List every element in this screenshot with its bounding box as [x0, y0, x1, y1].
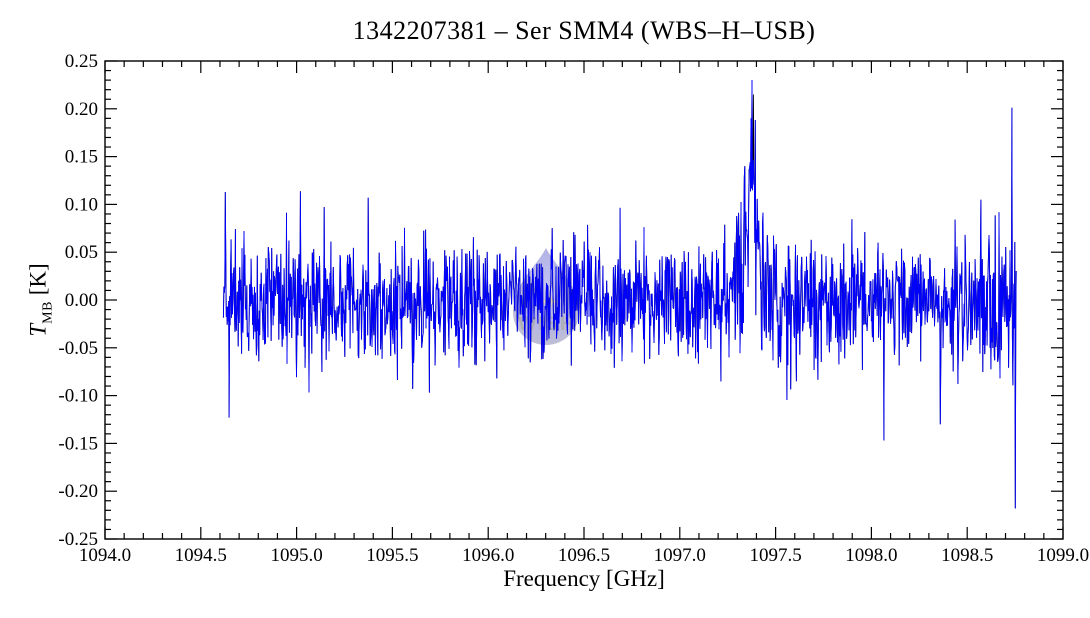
x-tick-label: 1094.5	[175, 545, 227, 566]
y-tick-label: -0.10	[58, 386, 98, 407]
y-tick-label: -0.15	[58, 433, 98, 454]
y-tick-label: -0.05	[58, 338, 98, 359]
y-tick-label: 0.05	[65, 242, 98, 263]
x-tick-label: 1097.5	[749, 545, 801, 566]
x-tick-label: 1097.0	[654, 545, 706, 566]
y-tick-label: 0.00	[65, 290, 98, 311]
x-tick-label: 1095.0	[270, 545, 322, 566]
x-tick-label: 1096.0	[462, 545, 514, 566]
y-tick-label: 0.15	[65, 147, 98, 168]
y-tick-label: -0.25	[58, 529, 98, 550]
x-tick-label: 1096.5	[558, 545, 610, 566]
x-tick-label: 1099.0	[1037, 545, 1089, 566]
chart-title: 1342207381 – Ser SMM4 (WBS–H–USB)	[352, 16, 816, 45]
y-tick-label: -0.20	[58, 481, 98, 502]
y-tick-label: 0.10	[65, 194, 98, 215]
x-tick-label: 1094.0	[79, 545, 131, 566]
x-tick-label: 1095.5	[366, 545, 418, 566]
y-tick-label: 0.25	[65, 51, 98, 72]
x-axis-label: Frequency [GHz]	[503, 566, 665, 591]
y-tick-label: 0.20	[65, 99, 98, 120]
x-tick-label: 1098.5	[941, 545, 993, 566]
spectrum-trace	[222, 80, 1017, 509]
x-tick-label: 1098.0	[845, 545, 897, 566]
